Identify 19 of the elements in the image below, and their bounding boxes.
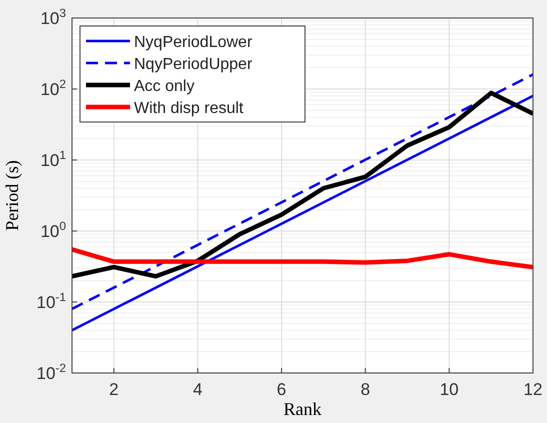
y-tick-label: 10$^{-2}$ [36, 361, 66, 383]
y-tick-label: 10$^{3}$ [40, 6, 66, 28]
y-tick-label: 10$^{-1}$ [36, 290, 66, 312]
legend-label: With disp result [134, 100, 244, 117]
x-tick-label: 8 [360, 380, 370, 399]
x-axis-title: Rank [284, 399, 322, 419]
line-series [72, 247, 533, 270]
x-tick-label: 4 [192, 380, 202, 399]
y-tick-label: 10$^{1}$ [40, 148, 66, 170]
y-tick-label: 10$^{2}$ [40, 77, 66, 99]
y-tick-label: 10$^{0}$ [40, 219, 66, 241]
y-axis-title: Period (s) [2, 160, 22, 231]
x-tick-label: 12 [524, 380, 542, 399]
legend-label: NqyPeriodUpper [134, 56, 253, 73]
x-tick-label: 6 [276, 380, 286, 399]
x-tick-label: 2 [109, 380, 119, 399]
x-tick-label: 10 [440, 380, 459, 399]
legend-label: Acc only [134, 78, 194, 95]
legend-label: NyqPeriodLower [134, 34, 253, 51]
